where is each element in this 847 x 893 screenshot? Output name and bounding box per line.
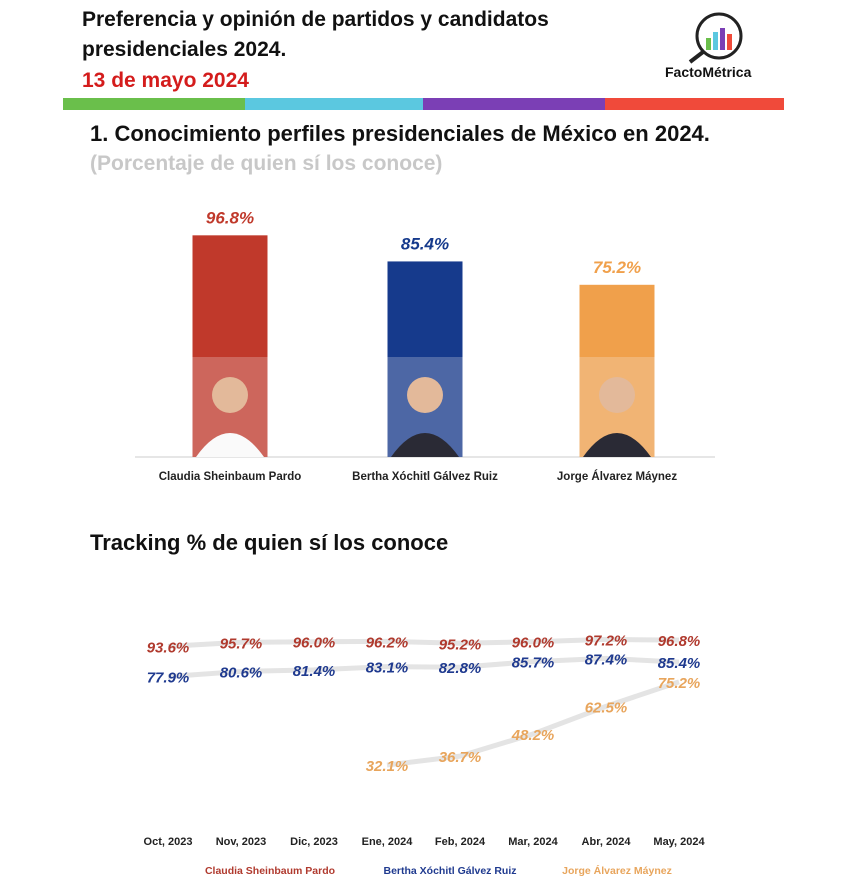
header-date: 13 de mayo 2024: [82, 69, 249, 92]
value-label: 93.6%: [147, 639, 190, 656]
value-label: 77.9%: [147, 670, 190, 687]
x-tick-label: Feb, 2024: [435, 836, 486, 848]
x-tick-label: Ene, 2024: [362, 836, 414, 848]
value-label: 81.4%: [293, 663, 336, 680]
value-label: 75.2%: [658, 675, 701, 692]
series-line: [167, 655, 680, 680]
value-label: 32.1%: [366, 758, 409, 775]
chart-subtitle: (Porcentaje de quien sí los conoce): [90, 152, 442, 175]
portrait-head: [599, 377, 635, 413]
x-tick-label: May, 2024: [653, 836, 705, 848]
value-label: 96.8%: [206, 208, 254, 227]
value-label: 62.5%: [585, 699, 628, 716]
value-label: 75.2%: [593, 258, 641, 277]
value-label: 82.8%: [439, 660, 482, 677]
value-label: 85.4%: [401, 234, 449, 253]
portrait-body: [391, 433, 459, 457]
x-tick-label: Nov, 2023: [216, 836, 267, 848]
value-label: 36.7%: [439, 749, 482, 766]
portrait-body: [196, 433, 264, 457]
bar: [192, 235, 268, 457]
category-label: Bertha Xóchitl Gálvez Ruiz: [352, 471, 498, 483]
value-label: 95.7%: [220, 635, 263, 652]
value-label: 96.0%: [512, 635, 555, 652]
logo-icon: [688, 12, 743, 64]
category-label: Jorge Álvarez Máynez: [557, 470, 677, 483]
x-tick-label: Abr, 2024: [582, 836, 632, 848]
value-label: 96.2%: [366, 634, 409, 651]
value-label: 48.2%: [511, 727, 555, 744]
portrait-head: [212, 377, 248, 413]
portrait-body: [583, 433, 651, 457]
x-tick-label: Oct, 2023: [144, 836, 193, 848]
legend-label: Claudia Sheinbaum Pardo: [205, 865, 335, 877]
x-tick-label: Mar, 2024: [508, 836, 558, 848]
x-tick-label: Dic, 2023: [290, 836, 338, 848]
portrait-head: [407, 377, 443, 413]
line-chart: Oct, 2023 Nov, 2023 Dic, 2023 Ene, 2024 Feb,…: [144, 632, 706, 877]
value-label: 87.4%: [585, 651, 628, 668]
value-label: 97.2%: [585, 632, 628, 649]
series-line: [167, 636, 680, 649]
value-label: 96.8%: [658, 633, 701, 650]
header-title: Preferencia y opinión de partidos y cand…: [82, 8, 549, 31]
value-label: 96.0%: [293, 635, 336, 652]
header-title: presidenciales 2024.: [82, 38, 286, 61]
bar-chart: 96.8% Claudia Sheinbaum Pardo 85.4% Bertha …: [159, 208, 678, 483]
legend-label: Bertha Xóchitl Gálvez Ruiz: [383, 865, 516, 877]
chart-title: 1. Conocimiento perfiles presidenciales …: [90, 121, 710, 146]
value-label: 85.4%: [658, 655, 701, 672]
legend-label: Jorge Álvarez Máynez: [562, 864, 672, 877]
category-label: Claudia Sheinbaum Pardo: [159, 471, 302, 483]
bar: [387, 261, 463, 457]
color-stripe: [63, 98, 784, 110]
chart-title: Tracking % de quien sí los conoce: [90, 530, 448, 555]
value-label: 83.1%: [366, 660, 409, 677]
logo-text: FactoMétrica: [665, 64, 752, 80]
value-label: 95.2%: [439, 636, 482, 653]
value-label: 80.6%: [220, 664, 263, 681]
series-line: [386, 679, 680, 768]
bar: [579, 284, 655, 457]
value-label: 85.7%: [512, 655, 555, 672]
